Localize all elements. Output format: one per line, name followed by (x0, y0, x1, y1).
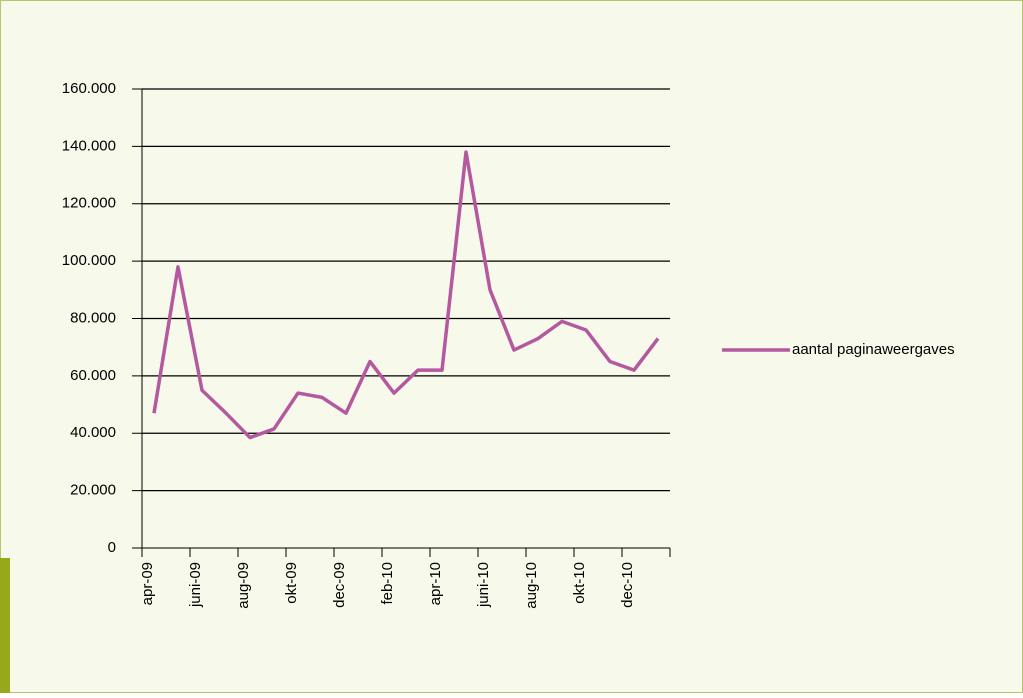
y-tick-label: 160.000 (62, 80, 116, 97)
y-tick-label: 80.000 (70, 309, 116, 326)
y-tick-label: 140.000 (62, 137, 116, 154)
x-tick-label: okt-09 (283, 562, 300, 604)
x-tick-label: juni-09 (187, 562, 204, 608)
x-tick-label: dec-10 (619, 562, 636, 608)
x-tick-label: juni-10 (475, 562, 492, 608)
legend-label: aantal paginaweergaves (792, 341, 955, 358)
x-tick-label: apr-10 (427, 562, 444, 605)
y-tick-label: 40.000 (70, 424, 116, 441)
x-tick-label: dec-09 (331, 562, 348, 608)
y-tick-label: 20.000 (70, 482, 116, 499)
x-tick-label: aug-09 (235, 562, 252, 609)
series-line (152, 150, 660, 440)
accent-bar (0, 558, 10, 693)
y-tick-label: 60.000 (70, 367, 116, 384)
y-tick-label: 100.000 (62, 252, 116, 269)
y-tick-label: 0 (108, 539, 116, 556)
y-tick-label: 120.000 (62, 195, 116, 212)
x-tick-label: okt-10 (571, 562, 588, 604)
x-tick-label: feb-10 (379, 562, 396, 605)
x-tick-label: apr-09 (139, 562, 156, 605)
x-tick-label: aug-10 (523, 562, 540, 609)
